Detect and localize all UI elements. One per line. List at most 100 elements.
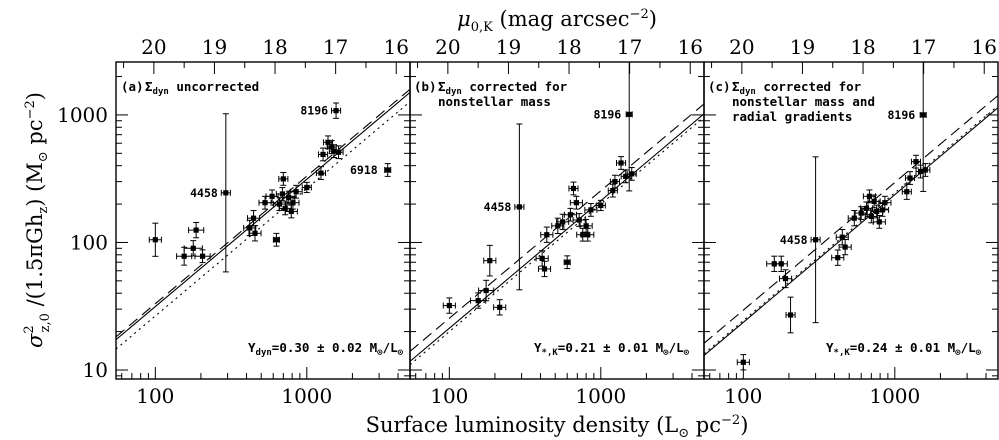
data-marker bbox=[193, 227, 199, 233]
data-point bbox=[315, 166, 327, 180]
data-point bbox=[810, 156, 821, 324]
data-point bbox=[835, 229, 849, 246]
x-tick-label: 100 bbox=[724, 384, 762, 408]
panel-c: 4458 8196 (c) Σdyn corrected for nonstell… bbox=[703, 61, 999, 380]
data-marker bbox=[576, 217, 582, 223]
data-point bbox=[563, 255, 571, 270]
data-point bbox=[183, 240, 203, 257]
panel-a-description: Σdyn uncorrected bbox=[145, 79, 259, 97]
data-point bbox=[785, 296, 796, 334]
data-point bbox=[615, 156, 627, 170]
panel-a-fit-line-solid bbox=[116, 92, 410, 341]
data-marker bbox=[876, 219, 882, 225]
panel-b: 4458 8196 (b) Σdyn corrected for nonstell… bbox=[409, 61, 705, 380]
data-marker bbox=[288, 208, 294, 215]
x-tick-label: 1000 bbox=[869, 384, 920, 408]
data-point bbox=[904, 171, 916, 185]
data-point bbox=[910, 154, 922, 169]
data-marker bbox=[286, 194, 292, 201]
data-marker bbox=[483, 287, 489, 294]
data-point bbox=[568, 181, 579, 196]
panel-a-fit-line-dotted bbox=[116, 101, 410, 350]
data-point bbox=[584, 203, 598, 217]
data-marker bbox=[564, 259, 570, 265]
panel-a-points bbox=[148, 102, 392, 273]
top-tick-label: 18 bbox=[850, 35, 875, 59]
point-label: 8196 bbox=[594, 107, 622, 121]
x-tick-label: 100 bbox=[430, 384, 468, 408]
data-point bbox=[272, 232, 280, 247]
data-marker bbox=[325, 139, 331, 145]
top-tick-label: 18 bbox=[556, 35, 581, 59]
data-point bbox=[284, 204, 298, 219]
data-point bbox=[901, 183, 912, 200]
panel-c-description: Σdyn corrected for nonstellar mass and r… bbox=[732, 79, 883, 124]
data-point bbox=[872, 215, 886, 229]
panel-b-ticks bbox=[410, 62, 704, 379]
data-marker bbox=[573, 200, 579, 206]
data-point bbox=[920, 163, 931, 177]
data-marker bbox=[787, 312, 794, 318]
panel-c-point-labels: 4458 8196 bbox=[780, 108, 915, 247]
data-point bbox=[579, 218, 593, 233]
data-point bbox=[286, 195, 300, 210]
top-tick-label: 17 bbox=[911, 35, 936, 59]
data-marker bbox=[623, 173, 629, 179]
panel-c-fit-line-dotted bbox=[704, 105, 998, 355]
data-marker bbox=[858, 210, 864, 216]
top-tick-label: 19 bbox=[790, 35, 815, 59]
data-marker bbox=[304, 184, 310, 191]
data-marker bbox=[879, 207, 886, 213]
panel-c-fit-lines bbox=[704, 95, 998, 356]
data-marker bbox=[778, 261, 784, 267]
data-point bbox=[569, 195, 583, 210]
panel-b-description: Σdyn corrected for nonstellar mass bbox=[438, 79, 575, 109]
y-axis-title: σ2z,0 /(1.5πGhz) (M⊙ pc−2) bbox=[22, 92, 53, 348]
panel-c-fit-line-solid bbox=[704, 107, 998, 356]
data-point bbox=[919, 62, 927, 192]
data-point bbox=[838, 238, 852, 256]
top-tick-label: 19 bbox=[202, 35, 227, 59]
data-marker bbox=[555, 223, 561, 229]
data-marker bbox=[293, 189, 299, 195]
point-label: 4458 bbox=[780, 233, 808, 247]
data-point bbox=[278, 172, 289, 186]
data-point bbox=[188, 221, 205, 239]
data-marker bbox=[612, 179, 618, 185]
data-point bbox=[778, 269, 793, 289]
data-point bbox=[736, 354, 750, 371]
panel-a-ticks bbox=[116, 62, 410, 379]
data-point bbox=[220, 113, 231, 273]
data-point bbox=[595, 199, 606, 212]
data-marker bbox=[279, 191, 285, 197]
data-marker bbox=[626, 111, 632, 117]
data-marker bbox=[223, 190, 229, 196]
y-tick-label: 10 bbox=[83, 358, 108, 382]
y-tick-label: 100 bbox=[70, 230, 108, 254]
data-marker bbox=[598, 202, 604, 209]
top-tick-label: 19 bbox=[496, 35, 521, 59]
panel-a-fit-line-dashed bbox=[116, 88, 410, 338]
data-marker bbox=[282, 205, 288, 211]
panel-a: 4458 8196 6918 (a) Σdyn uncorrected Υdyn=0… bbox=[115, 61, 411, 380]
top-tick-label: 18 bbox=[262, 35, 287, 59]
data-marker bbox=[866, 193, 873, 199]
data-point bbox=[493, 299, 507, 316]
data-marker bbox=[567, 212, 574, 218]
data-point bbox=[572, 213, 586, 227]
panel-b-fit-line-solid bbox=[410, 113, 704, 362]
data-point bbox=[878, 195, 892, 210]
data-marker bbox=[250, 215, 257, 221]
data-point bbox=[301, 181, 312, 194]
data-marker bbox=[539, 255, 545, 261]
data-marker bbox=[487, 258, 493, 264]
data-marker bbox=[385, 167, 391, 173]
data-marker bbox=[913, 159, 919, 165]
top-tick-label: 17 bbox=[617, 35, 642, 59]
data-point bbox=[478, 279, 495, 302]
data-marker bbox=[904, 189, 910, 195]
data-marker bbox=[618, 160, 624, 166]
data-point bbox=[384, 163, 392, 177]
data-marker bbox=[907, 175, 913, 181]
data-marker bbox=[871, 198, 877, 204]
